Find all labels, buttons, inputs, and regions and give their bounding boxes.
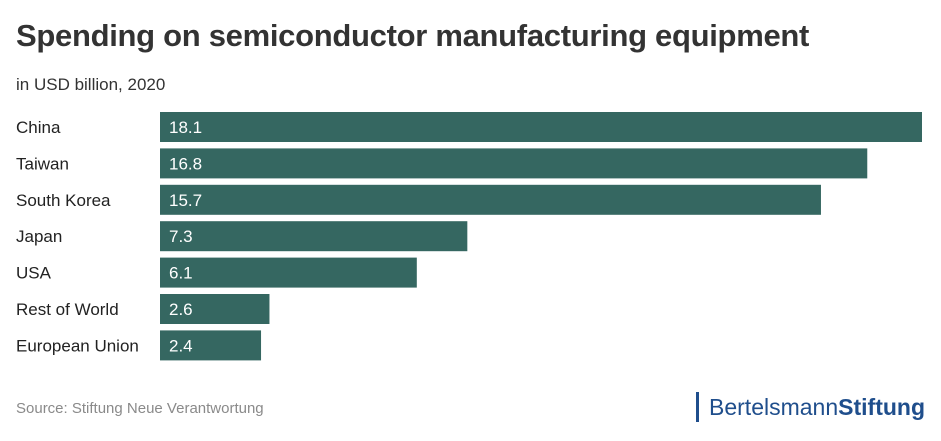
category-label-japan: Japan [16, 227, 62, 246]
bar-european-union [160, 330, 262, 361]
source-note: Source: Stiftung Neue Verantwortung [16, 400, 264, 417]
bar-chart: China 18.1 Taiwan 16.8 South Korea 15.7 Japan 7… [16, 112, 922, 361]
bar-china [160, 112, 922, 142]
bar-usa [160, 257, 417, 288]
value-label-rest-of-world: 2.6 [169, 300, 193, 319]
value-label-usa: 6.1 [169, 264, 193, 283]
value-label-european-union: 2.4 [169, 336, 193, 355]
value-label-japan: 7.3 [169, 227, 193, 246]
bar-taiwan [160, 148, 868, 179]
value-label-china: 18.1 [169, 118, 202, 137]
category-label-usa: USA [16, 264, 52, 283]
category-label-china: China [16, 118, 61, 137]
logo-text-light: Bertelsmann [709, 393, 839, 420]
bar-south-korea [160, 184, 821, 215]
bertelsmann-stiftung-logo: Bertelsmann Stiftung [696, 392, 925, 422]
bar-rest-of-world [160, 294, 270, 324]
category-label-south-korea: South Korea [16, 191, 111, 210]
chart-title: Spending on semiconductor manufacturing … [16, 18, 810, 53]
category-label-rest-of-world: Rest of World [16, 300, 119, 319]
category-label-taiwan: Taiwan [16, 154, 69, 173]
logo-bar [696, 392, 700, 422]
logo-text-strong: Stiftung [838, 393, 925, 420]
value-label-taiwan: 16.8 [169, 154, 202, 173]
value-label-south-korea: 15.7 [169, 191, 202, 210]
bar-japan [160, 221, 468, 252]
category-label-european-union: European Union [16, 336, 139, 355]
chart-subtitle: in USD billion, 2020 [16, 75, 166, 94]
